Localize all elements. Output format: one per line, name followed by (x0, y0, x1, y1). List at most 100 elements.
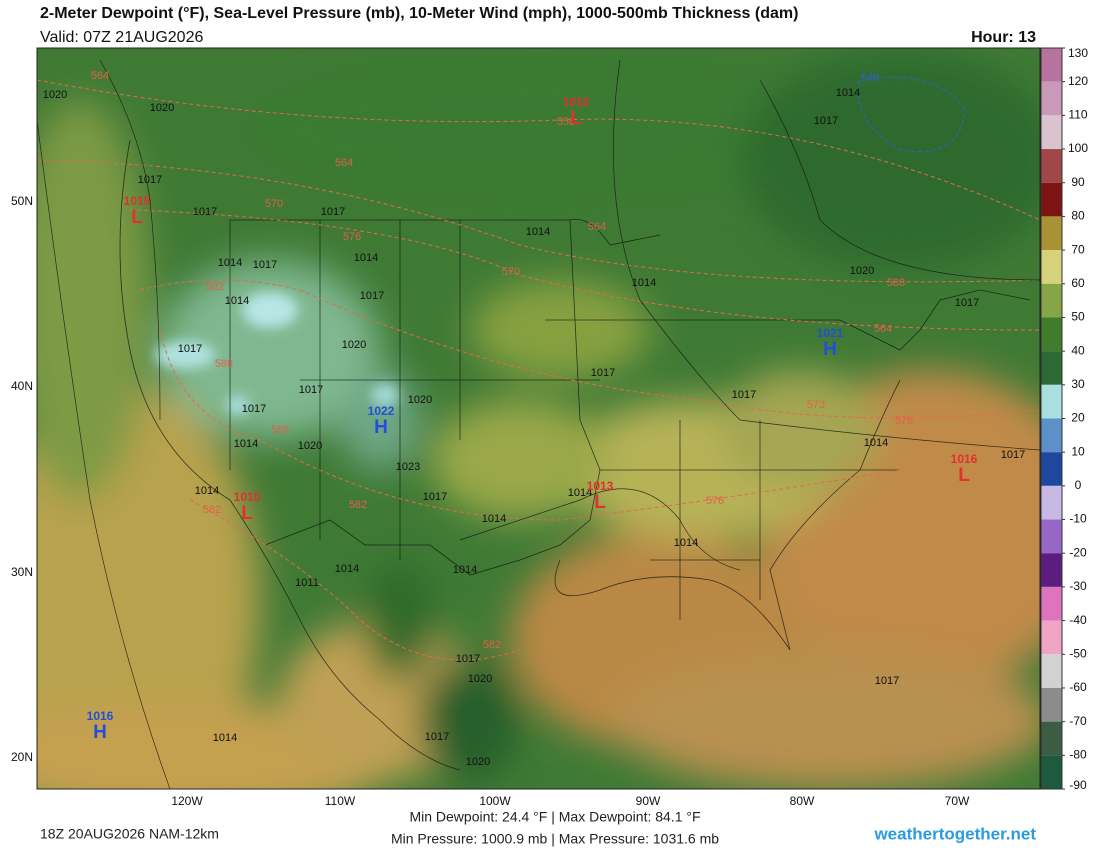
colorbar-tick-label: 30 (1071, 377, 1085, 391)
pressure-label: 1017 (425, 731, 449, 743)
colorbar-segment (1041, 519, 1062, 554)
colorbar-segment (1041, 452, 1062, 486)
pressure-label: 1014 (836, 87, 860, 99)
valid-time: Valid: 07Z 21AUG2026 (40, 29, 203, 46)
pressure-range: Min Pressure: 1000.9 mb | Max Pressure: … (391, 831, 719, 847)
thickness-label: 564 (874, 323, 892, 335)
colorbar-tick-label: 10 (1071, 444, 1085, 458)
thickness-label: 540 (861, 72, 879, 84)
center-letter: L (958, 465, 970, 486)
colorbar-segment (1041, 182, 1062, 217)
pressure-label: 1017 (242, 403, 266, 415)
pressure-label: 1017 (360, 290, 384, 302)
center-letter: L (570, 108, 582, 129)
colorbar-tick-label: -40 (1069, 613, 1087, 627)
colorbar-tick-label: 20 (1071, 411, 1085, 425)
pressure-label: 1014 (225, 295, 249, 307)
latitude-label: 40N (11, 379, 33, 393)
pressure-label: 1020 (342, 339, 366, 351)
borders (119, 139, 1031, 771)
pressure-label: 1014 (632, 277, 656, 289)
pressure-label: 1017 (193, 206, 217, 218)
colorbar-tick-label: -30 (1069, 579, 1087, 593)
center-letter: L (241, 503, 253, 524)
latitude-label: 20N (11, 750, 33, 764)
pressure-label: 1017 (253, 259, 277, 271)
thickness-label: 588 (271, 424, 289, 436)
center-letter: H (374, 417, 388, 438)
pressure-label: 1017 (138, 174, 162, 186)
center-value: 1015 (124, 194, 151, 208)
colorbar-tick-label: 70 (1071, 242, 1085, 256)
center-letter: H (93, 722, 107, 743)
colorbar-segment (1041, 654, 1062, 688)
map: 1020 1020 1017 1017 1017 1014 1017 1014 1014 1017… (37, 48, 1040, 789)
pressure-label: 1014 (482, 513, 506, 525)
pressure-label: 1020 (850, 265, 874, 277)
center-value: 1013 (587, 479, 614, 493)
site-credit: weathertogether.net (873, 824, 1036, 843)
colorbar-segment (1041, 351, 1062, 385)
map-labels: 1020 1020 1017 1017 1017 1014 1017 1014 1014 1017… (43, 70, 1025, 768)
pressure-label: 1014 (234, 438, 258, 450)
pressure-label: 1020 (43, 89, 67, 101)
colorbar-segment (1041, 620, 1062, 655)
colorbar-segment (1041, 553, 1062, 587)
colorbar-segment (1041, 149, 1062, 183)
pressure-label: 1014 (453, 564, 477, 576)
colorbar-tick-label: 60 (1071, 276, 1085, 290)
thickness-label: 573 (807, 399, 825, 411)
colorbar-segment (1041, 48, 1062, 82)
colorbar-tick-label: -10 (1069, 512, 1087, 526)
colorbar-segment (1041, 115, 1062, 150)
center-letter: H (823, 339, 837, 360)
colorbar-segment (1041, 250, 1062, 284)
pressure-label: 1020 (468, 673, 492, 685)
thickness-label: 576 (343, 231, 361, 243)
thickness-label: 564 (588, 221, 606, 233)
colorbar-tick-label: -60 (1069, 680, 1087, 694)
colorbar-tick-label: 80 (1071, 209, 1085, 223)
pressure-label: 1017 (591, 367, 615, 379)
colorbar-tick-label: -20 (1069, 545, 1087, 559)
longitude-label: 80W (790, 794, 815, 808)
longitude-label: 110W (325, 794, 356, 808)
pressure-label: 1014 (218, 257, 242, 269)
thickness-label: 558 (557, 116, 575, 128)
pressure-label: 1017 (1001, 449, 1025, 461)
pressure-label: 1020 (408, 394, 432, 406)
center-value: 1010 (234, 490, 261, 504)
pressure-label: 1017 (875, 675, 899, 687)
pressure-label: 1017 (456, 653, 480, 665)
colorbar-tick-label: 130 (1068, 46, 1088, 60)
thickness-contours (37, 79, 1040, 661)
colorbar-tick-label: 90 (1071, 175, 1085, 189)
pressure-label: 1011 (295, 577, 319, 589)
colorbar-frame (1040, 47, 1063, 790)
longitude-label: 70W (945, 794, 970, 808)
colorbar-segment (1041, 81, 1062, 116)
thickness-label: 564 (91, 70, 109, 82)
pressure-label: 1014 (195, 485, 219, 497)
pressure-label: 1020 (298, 440, 322, 452)
pressure-label: 1014 (213, 732, 237, 744)
dewpoint-range: Min Dewpoint: 24.4 °F | Max Dewpoint: 84… (409, 809, 700, 825)
colorbar-tick-label: 0 (1075, 478, 1082, 492)
center-value: 1010 (563, 95, 590, 109)
colorbar-segment (1041, 418, 1062, 453)
colorbar-tick-label: -50 (1069, 646, 1087, 660)
colorbar-tick-label: -90 (1069, 778, 1087, 792)
pressure-label: 1020 (150, 102, 174, 114)
colorbar-segment (1041, 721, 1062, 756)
pressure-label: 1014 (526, 226, 550, 238)
thickness-label: 588 (215, 358, 233, 370)
pressure-label: 1023 (396, 461, 420, 473)
pressure-label: 1020 (466, 756, 490, 768)
pressure-label: 1017 (321, 206, 345, 218)
center-letter: L (131, 207, 143, 228)
colorbar-segment (1041, 755, 1062, 789)
pressure-label: 1014 (335, 563, 359, 575)
center-value: 1016 (951, 452, 978, 466)
model-run: 18Z 20AUG2026 NAM-12km (40, 826, 219, 842)
center-value: 1021 (817, 326, 844, 340)
